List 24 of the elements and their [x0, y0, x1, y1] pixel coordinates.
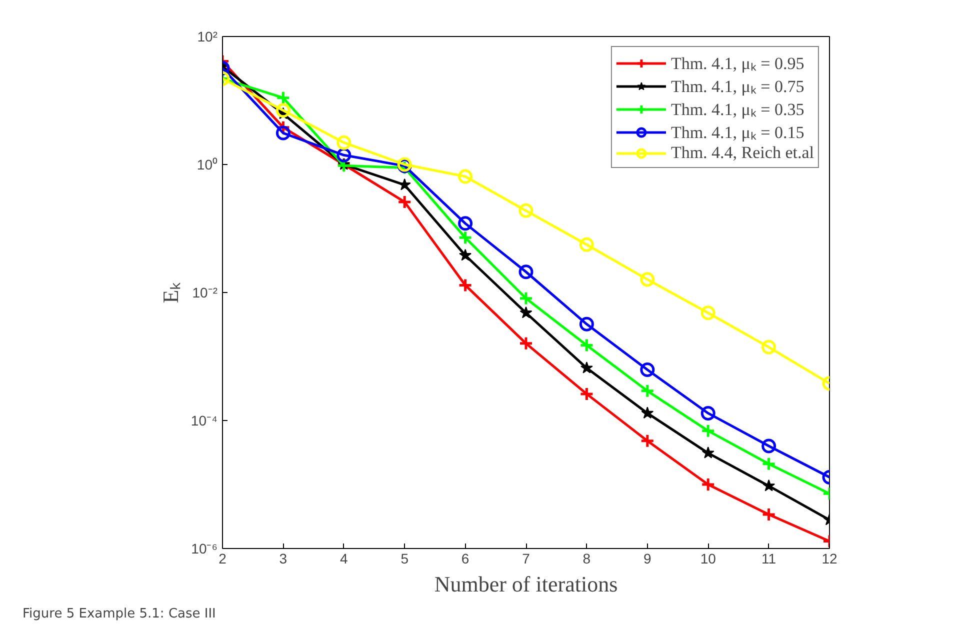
y-axis-title: Eₖ: [158, 282, 183, 304]
x-tick-label: 3: [279, 550, 288, 566]
y-tick-label: 10⁻⁶: [191, 540, 218, 556]
x-tick-label: 7: [522, 550, 530, 566]
y-tick-label: 10⁻²: [192, 284, 218, 300]
legend-label: Thm. 4.1, μₖ = 0.75: [670, 76, 804, 97]
legend-label: Thm. 4.1, μₖ = 0.95: [670, 53, 804, 74]
legend-label: Thm. 4.1, μₖ = 0.35: [670, 99, 804, 120]
legend-label: Thm. 4.1, μₖ = 0.15: [670, 122, 804, 143]
legend-label: Thm. 4.4, Reich et.al: [670, 143, 814, 163]
caption: Figure 5 Example 5.1: Case III: [22, 606, 216, 622]
x-tick-label: 5: [400, 550, 409, 566]
y-tick-label: 10⁰: [196, 156, 218, 172]
y-tick-label: 10²: [197, 28, 218, 44]
x-tick-label: 9: [644, 550, 652, 566]
x-tick-label: 2: [218, 550, 227, 566]
x-axis-title: Number of iterations: [434, 572, 618, 596]
x-tick-label: 10: [700, 550, 716, 566]
x-tick-label: 11: [762, 550, 776, 566]
x-tick-label: 4: [340, 550, 348, 566]
x-tick-label: 8: [582, 550, 591, 566]
x-tick-label: 12: [822, 550, 838, 566]
y-tick-label: 10⁻⁴: [190, 412, 218, 428]
x-tick-label: 6: [461, 550, 470, 566]
